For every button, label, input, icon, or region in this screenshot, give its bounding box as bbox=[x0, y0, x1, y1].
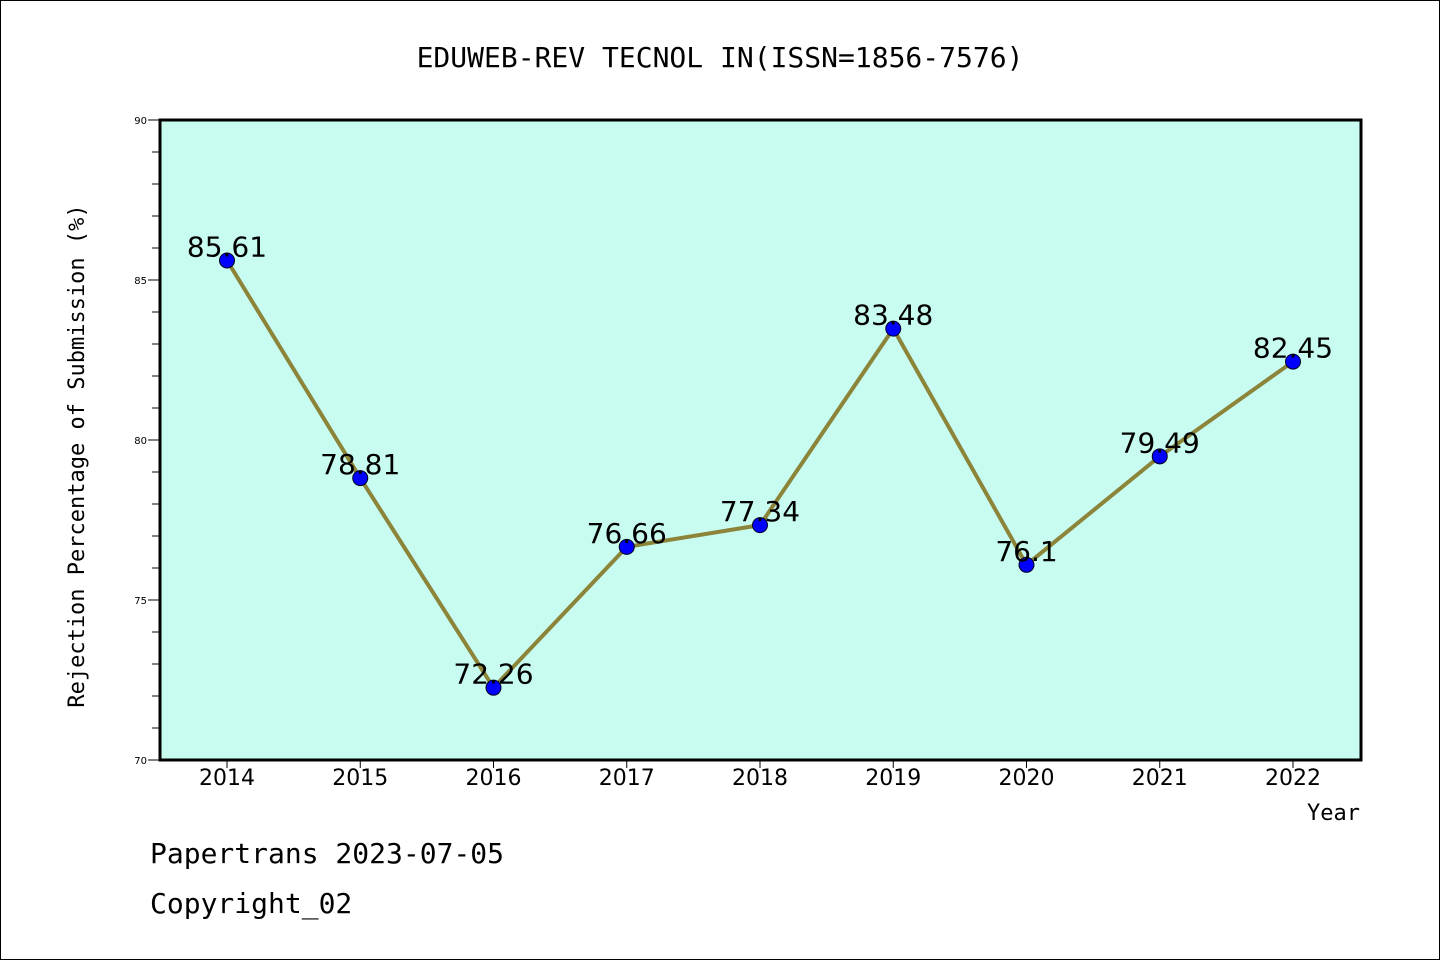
chart-title: EDUWEB-REV TECNOL IN(ISSN=1856-7576) bbox=[417, 41, 1024, 74]
data-point bbox=[1018, 556, 1035, 573]
data-label-group: 85.61 78.81 72.26 76.66 77.34 83.48 76.1 79.49 8… bbox=[187, 230, 1333, 690]
footer-date-text: Papertrans 2023-07-05 bbox=[150, 837, 504, 870]
data-label: 76.1 bbox=[995, 535, 1057, 568]
data-label: 77.34 bbox=[720, 495, 800, 528]
y-tick-label: 80 bbox=[134, 436, 147, 447]
x-axis: 2014 2015 2016 2017 2018 2019 2020 2021 2022 bbox=[199, 760, 1321, 791]
data-label: 78.81 bbox=[320, 448, 400, 481]
data-point bbox=[485, 679, 502, 696]
y-axis-label: Rejection Percentage of Submission (%) bbox=[65, 204, 90, 707]
x-tick-label: 2014 bbox=[199, 766, 255, 791]
y-tick-label: 90 bbox=[134, 116, 147, 127]
x-tick-label: 2022 bbox=[1265, 766, 1321, 791]
data-point bbox=[752, 517, 768, 534]
y-tick-label: 75 bbox=[134, 596, 147, 607]
y-tick-label: 70 bbox=[134, 756, 147, 767]
x-axis-label: Year bbox=[1307, 801, 1360, 826]
x-tick-label: 2015 bbox=[332, 766, 388, 791]
data-point bbox=[885, 320, 902, 337]
x-tick-label: 2016 bbox=[466, 766, 522, 791]
data-point bbox=[352, 470, 369, 487]
x-tick-label: 2019 bbox=[865, 766, 921, 791]
data-point bbox=[1151, 448, 1168, 465]
data-point bbox=[618, 538, 635, 555]
series-line-group bbox=[219, 252, 1301, 696]
data-label: 85.61 bbox=[187, 230, 267, 263]
x-tick-label: 2017 bbox=[599, 766, 655, 791]
footer-copyright-text: Copyright_02 bbox=[150, 887, 352, 921]
data-label: 83.48 bbox=[853, 299, 933, 332]
y-tick-label: 85 bbox=[134, 276, 147, 287]
data-point bbox=[1285, 353, 1301, 370]
x-tick-label: 2020 bbox=[999, 766, 1055, 791]
data-label: 72.26 bbox=[453, 658, 533, 691]
data-label: 82.45 bbox=[1253, 332, 1333, 365]
data-label: 79.49 bbox=[1120, 426, 1200, 459]
plot-area bbox=[158, 118, 1363, 762]
data-point bbox=[219, 252, 235, 269]
x-tick-label: 2018 bbox=[732, 766, 788, 791]
x-tick-label: 2021 bbox=[1132, 766, 1188, 791]
data-label: 76.66 bbox=[587, 517, 667, 550]
y-axis: 70 75 80 85 90 bbox=[134, 116, 160, 767]
